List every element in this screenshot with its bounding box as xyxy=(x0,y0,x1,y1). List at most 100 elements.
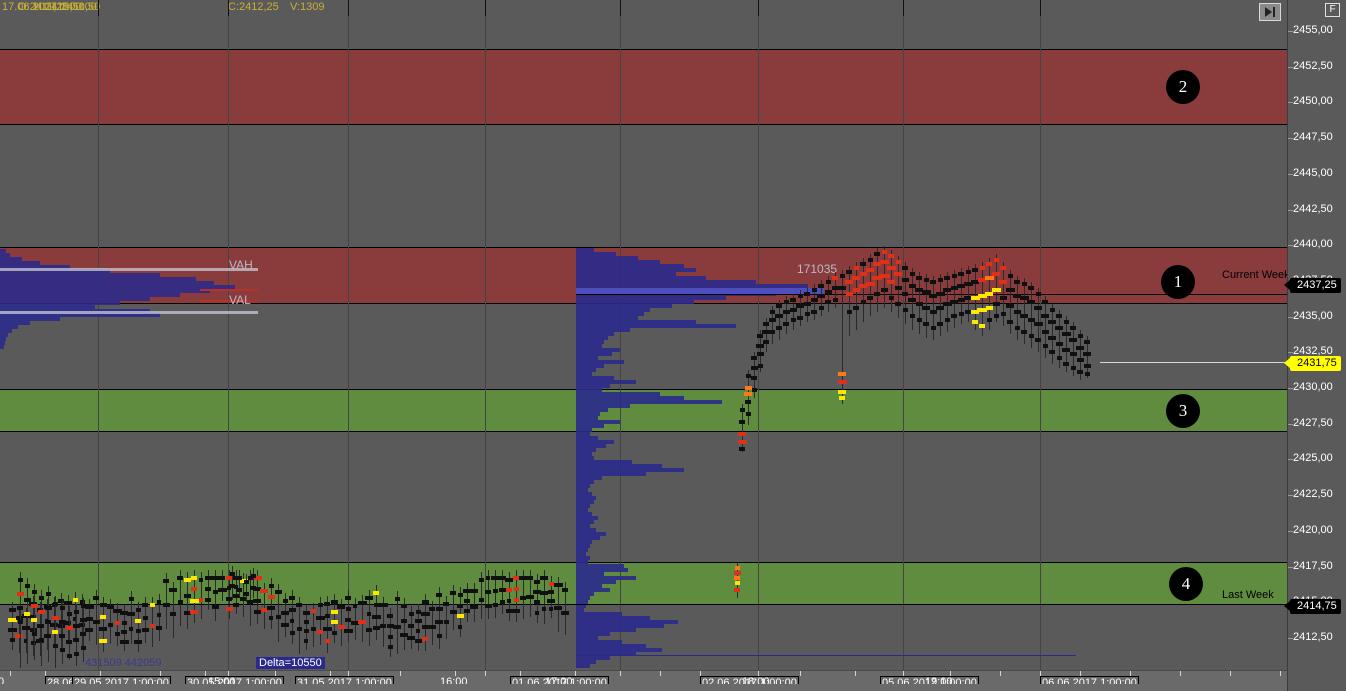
price-tick xyxy=(1288,567,1293,568)
footprint-cell xyxy=(415,610,421,614)
footprint-cell xyxy=(38,624,44,628)
volume-profile-bar-main xyxy=(576,556,590,560)
footprint-cell xyxy=(548,590,554,594)
price-axis[interactable]: F 2455,00 2452,50 2450,00 2447,50 2445,00 244… xyxy=(1284,0,1346,691)
candle-wick xyxy=(786,296,787,334)
delta-label: Delta=10550 xyxy=(256,657,325,669)
footprint-cell xyxy=(267,606,275,610)
footprint-cell xyxy=(458,625,462,629)
footprint-cell xyxy=(296,627,302,631)
footprint-cell xyxy=(353,604,357,608)
skip-to-end-icon[interactable] xyxy=(1259,3,1281,21)
profile-base-line xyxy=(576,655,1076,656)
footprint-cell xyxy=(478,578,484,582)
footprint-cell xyxy=(120,611,128,615)
footprint-cell xyxy=(1084,340,1090,344)
candle-wick xyxy=(69,606,70,660)
volume-profile-bar-main xyxy=(576,612,622,616)
chart-plot-area[interactable]: VAH VAL 171035 2 1 Current Week 3 4 Last Week 431… xyxy=(0,0,1287,670)
candle-wick xyxy=(954,270,955,328)
footprint-cell xyxy=(304,639,308,643)
footprint-cell xyxy=(745,400,751,404)
axis-format-button[interactable]: F xyxy=(1325,3,1340,17)
footprint-cell xyxy=(149,624,155,628)
price-marker-value: 2437,25 xyxy=(1297,279,1337,291)
footprint-cell xyxy=(915,302,923,306)
candle-wick xyxy=(246,574,247,602)
candle-wick xyxy=(62,600,63,664)
footprint-cell xyxy=(302,611,310,615)
zone-badge-4[interactable]: 4 xyxy=(1169,567,1203,601)
zone-badge-2[interactable]: 2 xyxy=(1166,70,1200,104)
zone-badge-1[interactable]: 1 xyxy=(1161,265,1195,299)
candle-wick xyxy=(877,248,878,312)
footprint-cell xyxy=(1083,364,1091,368)
candle-wick xyxy=(271,578,272,629)
zone-badge-3[interactable]: 3 xyxy=(1166,394,1200,428)
candle-wick xyxy=(760,330,761,372)
footprint-cell xyxy=(240,597,246,601)
footprint-cell xyxy=(233,603,239,607)
volume-profile-bar-main xyxy=(576,372,592,376)
candle-wick xyxy=(404,598,405,650)
footprint-cell xyxy=(211,576,219,580)
volume-profile-bar-main xyxy=(576,460,632,464)
last-week-level-line xyxy=(0,604,1287,605)
volume-profile-bar-main xyxy=(576,336,608,340)
candle-wick xyxy=(397,591,398,654)
footprint-cell xyxy=(205,598,211,602)
footprint-cell xyxy=(1035,292,1041,296)
footprint-cell xyxy=(52,630,58,634)
session-separator-2 xyxy=(348,0,349,670)
volume-profile-bar-main xyxy=(576,648,662,652)
footprint-cell xyxy=(1063,320,1069,324)
footprint-cell xyxy=(751,388,757,392)
footprint-cell xyxy=(420,612,430,616)
footprint-cell xyxy=(542,607,546,611)
volume-profile-bar-left xyxy=(0,345,4,349)
volume-profile-bar-main xyxy=(576,632,610,636)
footprint-cell xyxy=(8,608,16,612)
footprint-cell xyxy=(957,284,965,288)
time-tick xyxy=(228,671,229,676)
footprint-cell xyxy=(486,576,490,580)
footprint-cell xyxy=(232,594,240,598)
footprint-cell xyxy=(846,270,852,274)
price-tick xyxy=(1288,174,1293,175)
candle-wick xyxy=(299,597,300,654)
footprint-cell xyxy=(874,292,880,296)
footprint-cell xyxy=(310,627,316,631)
footprint-cell xyxy=(324,602,330,606)
candle-wick xyxy=(376,585,377,640)
volume-profile-bar-main xyxy=(576,260,660,264)
footprint-cell xyxy=(345,618,351,622)
footprint-cell xyxy=(846,310,852,314)
footprint-cell xyxy=(65,621,71,625)
footprint-cell xyxy=(540,576,548,580)
footprint-cell xyxy=(751,376,757,380)
candle-wick xyxy=(509,572,510,621)
footprint-cell xyxy=(30,641,36,645)
footprint-cell xyxy=(985,292,993,296)
footprint-cell xyxy=(999,280,1007,284)
volume-profile-bar-left xyxy=(0,337,6,341)
volume-profile-bar-main xyxy=(576,340,604,344)
horizontal-scrollbar[interactable] xyxy=(0,684,1287,691)
footprint-cell xyxy=(548,582,554,586)
footprint-cell xyxy=(317,603,323,607)
footprint-cell xyxy=(1070,366,1076,370)
volume-profile-bar-main xyxy=(576,480,594,484)
volume-profile-bar-main xyxy=(576,280,756,284)
footprint-cell xyxy=(219,576,225,580)
footprint-cell xyxy=(253,599,261,603)
ohlc-header-segment: V:1309 xyxy=(290,1,325,13)
volume-profile-bar-main xyxy=(576,320,696,324)
footprint-cell xyxy=(979,324,985,328)
candle-wick xyxy=(432,601,433,645)
footprint-cell xyxy=(1041,330,1049,334)
candle-wick xyxy=(369,590,370,646)
footprint-cell xyxy=(832,276,838,280)
candle-wick xyxy=(278,584,279,642)
candle-wick xyxy=(502,570,503,614)
footprint-cell xyxy=(491,576,499,580)
